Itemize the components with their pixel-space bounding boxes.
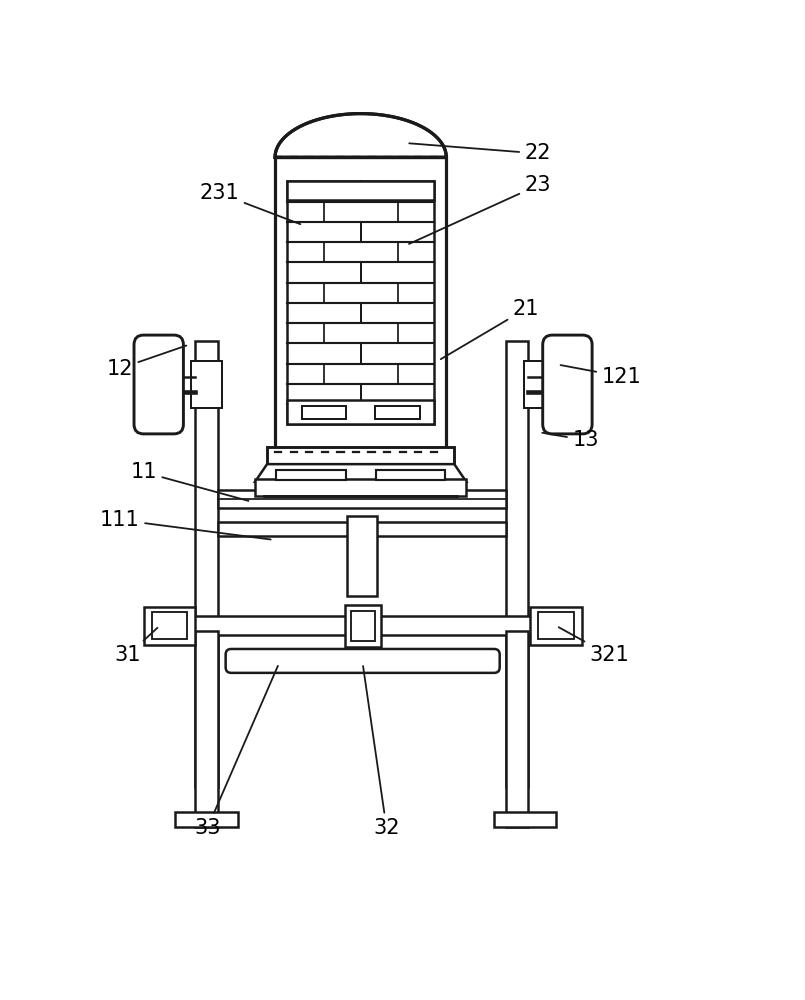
FancyBboxPatch shape	[134, 335, 184, 434]
Bar	[143, 607, 196, 645]
Text: 31: 31	[114, 628, 158, 665]
Bar	[217, 490, 506, 508]
Bar	[351, 611, 375, 641]
Text: 33: 33	[194, 666, 278, 838]
Bar	[175, 812, 237, 827]
Bar	[151, 612, 188, 639]
Text: 22: 22	[409, 143, 551, 163]
FancyBboxPatch shape	[543, 335, 592, 434]
Bar	[349, 649, 378, 669]
Text: 111: 111	[100, 510, 270, 539]
Polygon shape	[275, 114, 446, 157]
Bar	[302, 406, 346, 419]
Bar	[347, 516, 377, 596]
Bar	[375, 406, 419, 419]
Text: 11: 11	[130, 462, 249, 501]
Bar	[538, 612, 574, 639]
Bar	[217, 522, 506, 536]
Bar	[196, 341, 217, 787]
Bar	[345, 605, 381, 647]
Text: 13: 13	[543, 430, 599, 450]
Bar	[530, 607, 582, 645]
FancyBboxPatch shape	[225, 649, 500, 673]
Text: 321: 321	[559, 627, 630, 665]
Bar	[506, 631, 528, 827]
Bar	[192, 361, 221, 408]
Bar	[506, 341, 528, 787]
Bar	[159, 616, 564, 635]
Bar	[196, 631, 217, 827]
Bar	[255, 479, 466, 496]
Bar	[287, 181, 435, 200]
Polygon shape	[255, 464, 466, 482]
Bar	[287, 400, 435, 424]
Bar	[494, 812, 556, 827]
Bar	[267, 447, 454, 464]
Text: 231: 231	[200, 183, 300, 224]
Bar	[376, 470, 445, 480]
Bar	[275, 157, 446, 452]
Text: 32: 32	[363, 666, 400, 838]
Text: 121: 121	[560, 365, 642, 387]
Bar	[524, 361, 555, 408]
Bar	[276, 470, 345, 480]
Text: 12: 12	[106, 346, 187, 379]
Text: 23: 23	[409, 175, 551, 244]
Text: 21: 21	[441, 299, 539, 359]
Bar	[287, 181, 435, 424]
